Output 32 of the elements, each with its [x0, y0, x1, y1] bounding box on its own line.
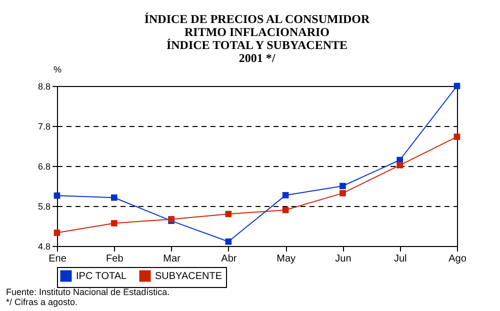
point: [454, 82, 460, 90]
point: [396, 162, 404, 168]
y-tick-label: 6.8: [38, 162, 50, 172]
x-tick-label: Abr: [221, 254, 238, 264]
point: [282, 206, 289, 214]
x-tick-label: May: [276, 254, 296, 264]
point: [225, 238, 232, 245]
y-tick-label: 7.8: [38, 122, 50, 132]
point: [110, 220, 118, 226]
x-tick-label: Jul: [394, 254, 407, 264]
point: [340, 190, 346, 196]
source-note: Fuente: Instituto Nacional de Estadística.: [6, 287, 170, 297]
point: [340, 182, 346, 190]
x-tick-label: Ago: [448, 254, 467, 264]
x-tick-label: Mar: [163, 254, 182, 264]
point: [225, 210, 232, 218]
point: [282, 192, 289, 198]
y-tick-label: 8.8: [38, 82, 50, 92]
point: [110, 194, 118, 201]
chart-title: ÍNDICE DE PRECIOS AL CONSUMIDOR RITMO INFLACIONARIO ÍNDICE TOTAL Y SUBYACENTE 2001 */: [144, 12, 370, 65]
x-tick-label: Ene: [48, 254, 67, 264]
point: [454, 134, 460, 140]
point: [54, 192, 60, 199]
legend-label: IPC TOTAL: [76, 271, 128, 282]
text: */ Cifras a agosto.: [6, 297, 79, 307]
x-tick-label: Feb: [106, 254, 124, 264]
point: [54, 230, 60, 236]
y-tick-label: 4.8: [38, 242, 50, 252]
legend-label: SUBYACENTE: [155, 271, 222, 282]
y-axis-title: %: [53, 64, 62, 74]
x-tick-label: Jun: [335, 254, 352, 264]
y-tick-label: 5.8: [38, 202, 50, 212]
